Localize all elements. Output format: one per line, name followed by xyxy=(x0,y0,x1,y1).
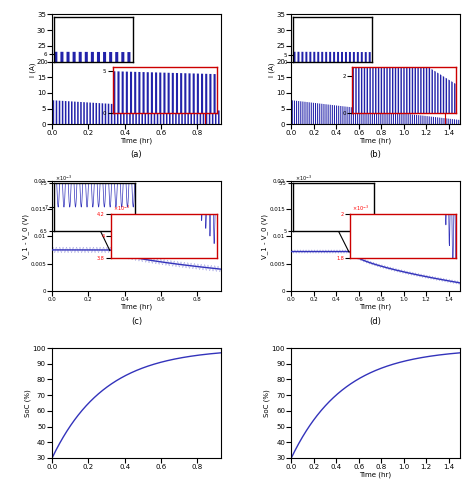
Y-axis label: I (A): I (A) xyxy=(29,62,36,77)
X-axis label: Time (hr): Time (hr) xyxy=(120,138,153,145)
Text: (b): (b) xyxy=(370,150,382,159)
Y-axis label: I (A): I (A) xyxy=(268,62,275,77)
Y-axis label: SoC (%): SoC (%) xyxy=(25,389,31,417)
Y-axis label: V_1 - V_0 (V): V_1 - V_0 (V) xyxy=(22,214,29,259)
X-axis label: Time (hr): Time (hr) xyxy=(120,304,153,310)
Y-axis label: V_1 - V_0 (V): V_1 - V_0 (V) xyxy=(261,214,268,259)
Text: (a): (a) xyxy=(130,150,142,159)
Text: (d): (d) xyxy=(370,317,382,326)
X-axis label: Time (hr): Time (hr) xyxy=(359,471,392,478)
Y-axis label: SoC (%): SoC (%) xyxy=(264,389,270,417)
X-axis label: Time (hr): Time (hr) xyxy=(359,304,392,310)
Text: (c): (c) xyxy=(131,317,142,326)
X-axis label: Time (hr): Time (hr) xyxy=(359,138,392,145)
